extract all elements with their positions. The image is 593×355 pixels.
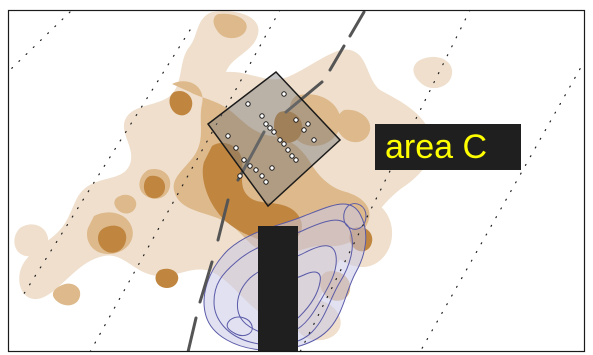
dotted-line-4 bbox=[299, 10, 471, 352]
dotted-guide-lines bbox=[9, 10, 585, 352]
black-block bbox=[258, 226, 298, 352]
map-frame bbox=[7, 9, 586, 353]
dotted-line-2 bbox=[19, 29, 191, 301]
sample-box bbox=[206, 70, 342, 208]
area-label: area C bbox=[375, 124, 521, 170]
sample-points bbox=[225, 91, 317, 185]
dotted-line-5 bbox=[419, 59, 585, 352]
dotted-line-1 bbox=[9, 11, 71, 71]
